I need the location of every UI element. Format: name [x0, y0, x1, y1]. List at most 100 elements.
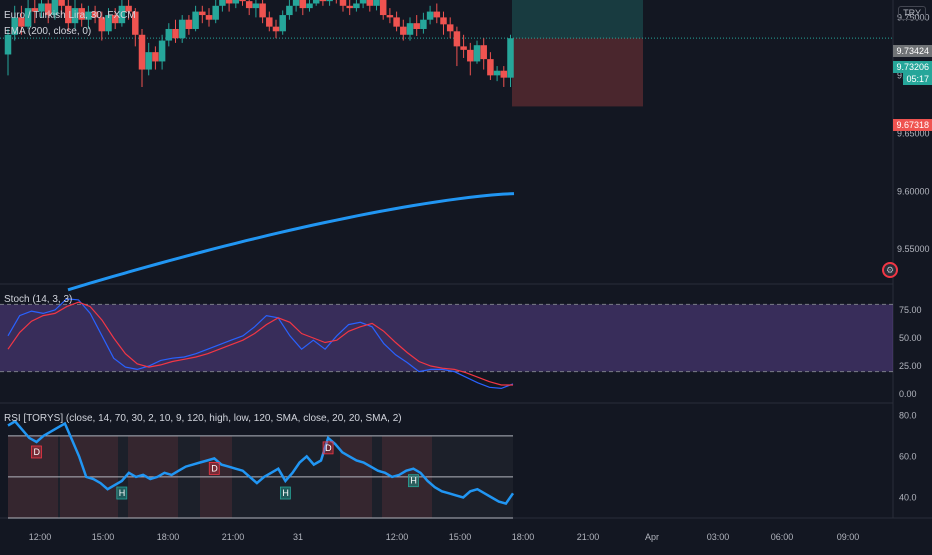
- candle-body: [487, 59, 494, 76]
- candle-body: [346, 5, 353, 9]
- candle-body: [132, 11, 139, 35]
- candle-body: [225, 0, 233, 4]
- time-tick-label: 21:00: [577, 532, 600, 542]
- candle-body: [78, 8, 85, 20]
- candle-body: [219, 0, 226, 6]
- divergence-marker-label: D: [325, 443, 332, 453]
- price-badge: 9.73424: [893, 45, 932, 57]
- time-tick-label: 06:00: [771, 532, 794, 542]
- candle-body: [406, 23, 414, 35]
- stoch-legend[interactable]: Stoch (14, 3, 3): [4, 294, 73, 305]
- price-tick-label: 9.55000: [897, 244, 930, 254]
- candle-body: [38, 3, 45, 12]
- symbol-legend[interactable]: Euro / Turkish Lira, 30, FXCM: [4, 10, 136, 21]
- candle-body: [306, 3, 313, 9]
- time-tick-label: 31: [293, 532, 303, 542]
- time-tick-label: 12:00: [386, 532, 409, 542]
- stoch-k-line: [7, 298, 514, 390]
- divergence-marker-label: H: [119, 488, 126, 498]
- candle-body: [373, 0, 380, 6]
- rsi-legend[interactable]: RSI [TORYS] (close, 14, 70, 30, 2, 10, 9…: [4, 413, 402, 424]
- candle-body: [473, 45, 481, 62]
- time-tick-label: 09:00: [837, 532, 860, 542]
- candle-body: [212, 5, 219, 20]
- candle-body: [125, 5, 132, 12]
- currency-button[interactable]: TRY: [898, 6, 926, 20]
- candle-body: [58, 0, 65, 6]
- price-tick-label: 9.75000: [897, 12, 930, 22]
- candle-body: [259, 3, 266, 18]
- candle-body: [400, 26, 407, 35]
- candle-body: [312, 0, 320, 4]
- candle-body: [413, 23, 420, 29]
- candle-body: [292, 0, 300, 6]
- candle-body: [426, 11, 434, 20]
- candle-body: [453, 31, 461, 47]
- candle-body: [493, 70, 501, 76]
- candle-body: [366, 0, 374, 6]
- candle-body: [205, 15, 213, 20]
- candle-body: [420, 19, 427, 29]
- countdown-price-badge: 9.73206: [893, 61, 932, 73]
- candle-body: [98, 17, 106, 32]
- divergence-marker-label: D: [211, 463, 218, 473]
- divergence-marker: [31, 445, 42, 459]
- candle-body: [500, 70, 508, 78]
- candle-body: [44, 3, 52, 16]
- ema-legend[interactable]: EMA (200, close, 0): [4, 26, 92, 37]
- candle-body: [178, 19, 186, 39]
- time-tick-label: 21:00: [222, 532, 245, 542]
- candle-body: [165, 28, 173, 41]
- candle-body: [11, 17, 18, 35]
- candle-body: [199, 11, 206, 16]
- divergence-marker-label: H: [282, 488, 289, 498]
- rsi-tick-label: 60.0: [899, 451, 917, 461]
- candle-body: [299, 0, 307, 9]
- rsi-tick-label: 40.0: [899, 492, 917, 502]
- time-tick-label: Apr: [645, 532, 659, 542]
- candle-body: [111, 15, 119, 24]
- stop-zone: [512, 38, 643, 107]
- candle-body: [272, 26, 280, 32]
- candle-body: [138, 34, 146, 70]
- candle-body: [239, 0, 246, 2]
- candle-body: [353, 3, 360, 9]
- candle-body: [51, 0, 59, 16]
- rsi-line: [7, 419, 515, 506]
- time-tick-label: 15:00: [92, 532, 115, 542]
- settings-icon[interactable]: ⚙: [882, 262, 898, 278]
- candle-body: [393, 17, 400, 27]
- candle-body: [71, 8, 79, 24]
- candle-body: [91, 11, 99, 18]
- candle-body: [245, 1, 253, 9]
- time-tick-label: 15:00: [449, 532, 472, 542]
- ema-line: [67, 192, 515, 292]
- countdown-badge: 05:17: [903, 73, 932, 85]
- stop-badge: 9.67318: [893, 119, 932, 131]
- candle-body: [286, 5, 293, 16]
- divergence-marker: [322, 441, 334, 455]
- candle-body: [359, 0, 367, 4]
- target-zone: [512, 0, 643, 39]
- price-tick-label: 9.60000: [897, 186, 930, 196]
- candle-body: [172, 28, 179, 39]
- candle-body: [118, 5, 126, 24]
- divergence-marker-label: H: [410, 476, 417, 486]
- divergence-marker: [116, 486, 128, 500]
- divergence-marker-label: D: [33, 447, 40, 457]
- divergence-marker: [208, 462, 220, 475]
- stoch-tick-label: 25.00: [899, 361, 922, 371]
- divergence-marker: [279, 486, 291, 500]
- candle-body: [185, 19, 193, 29]
- stoch-tick-label: 50.00: [899, 333, 922, 343]
- candle-body: [232, 0, 240, 4]
- stoch-band: [0, 304, 893, 372]
- candle-body: [460, 46, 467, 50]
- candle-body: [105, 15, 112, 32]
- candle-body: [192, 11, 199, 29]
- stoch-tick-label: 0.00: [899, 389, 917, 399]
- candle-body: [440, 17, 447, 25]
- candle-body: [279, 15, 286, 32]
